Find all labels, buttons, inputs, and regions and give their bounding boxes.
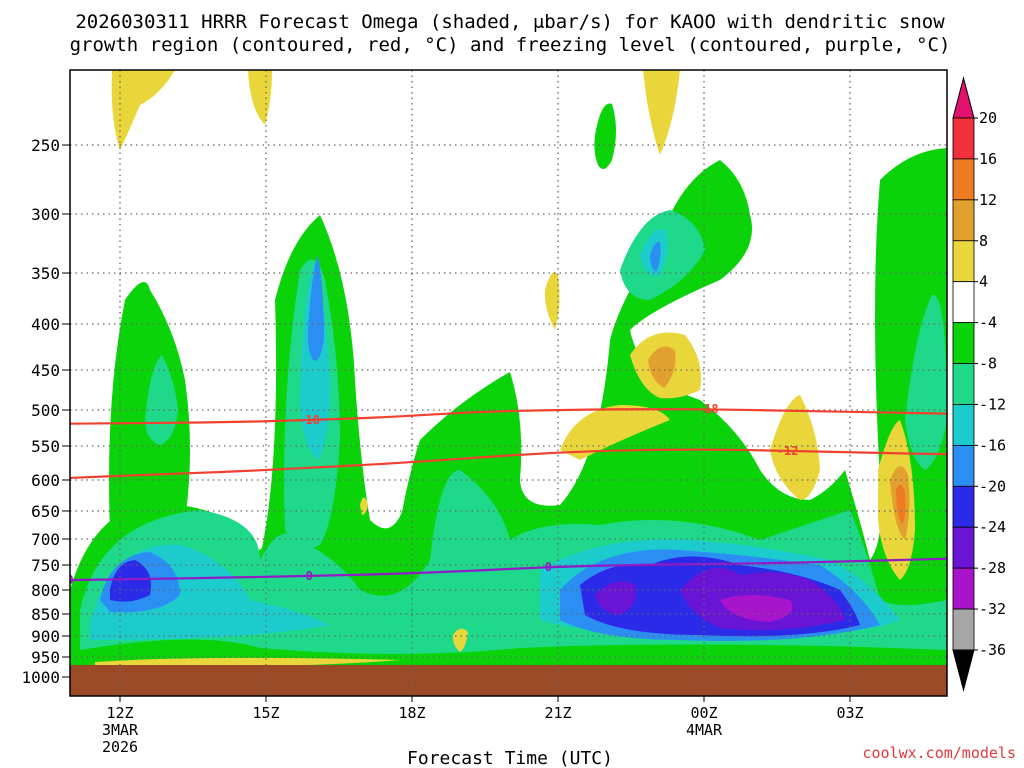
y-tick-label-400: 400 [31, 315, 60, 334]
omega-region-yellow-top-right [643, 70, 680, 155]
omega-region-yellow-tiny-2 [452, 628, 468, 652]
x-tick-sublabel-12Z: 3MAR [102, 721, 139, 739]
colorbar-top-arrow [952, 76, 975, 119]
y-tick-label-850: 850 [31, 605, 60, 624]
colorbar: 20 16 12 8 4 -4 -8 -12 -16 -20 -24 -28 -32 -36 [952, 76, 1006, 692]
colorbar-label-13: -36 [979, 641, 1006, 659]
colorbar-label-1: 16 [979, 150, 997, 168]
colorbar-band-1 [952, 158, 975, 201]
colorbar-bottom-arrow [952, 649, 975, 692]
chart-title-line-2: growth region (contoured, red, °C) and f… [70, 34, 951, 56]
y-tick-label-700: 700 [31, 530, 60, 549]
omega-region-yellow-top-left [111, 70, 175, 150]
x-tick-label-00Z: 00Z [690, 704, 717, 722]
terrain-fill [70, 665, 947, 696]
omega-region-orange-1 [648, 346, 676, 388]
omega-region-magenta [720, 595, 793, 622]
y-tick-label-1000: 1000 [21, 668, 60, 687]
dsg-contour--18-label-1: -18 [697, 402, 719, 416]
contour-layer: -18 -18 -12 0 0 0 [66, 402, 947, 587]
omega-shading [70, 70, 947, 696]
y-tick-label-550: 550 [31, 437, 60, 456]
y-tick-label-300: 300 [31, 205, 60, 224]
colorbar-band-4 [952, 281, 975, 324]
colorbar-band-3 [952, 240, 975, 283]
freezing-level-contour [70, 557, 947, 582]
dsg-contour--18 [70, 408, 947, 425]
credit-text: coolwx.com/models [862, 744, 1016, 762]
x-tick-label-18Z: 18Z [398, 704, 425, 722]
omega-region-blue-upper-right [650, 241, 661, 272]
y-tick-label-250: 250 [31, 136, 60, 155]
colorbar-label-5: -4 [979, 314, 997, 332]
dsg-contour--12 [70, 448, 947, 480]
colorbar-label-10: -24 [979, 518, 1006, 536]
colorbar-band-12 [952, 608, 975, 651]
plot-frame [69, 69, 948, 697]
colorbar-label-2: 12 [979, 191, 997, 209]
dsg-contour--12-label-0: -12 [777, 444, 799, 458]
colorbar-band-9 [952, 485, 975, 528]
x-tick-label-15Z: 15Z [252, 704, 279, 722]
x-tick-sublabel-00Z: 4MAR [686, 721, 723, 739]
x-tick-label-12Z: 12Z [106, 704, 133, 722]
colorbar-band-5 [952, 322, 975, 364]
colorbar-label-8: -16 [979, 436, 1006, 454]
y-tick-label-800: 800 [31, 581, 60, 600]
colorbar-label-4: 4 [979, 273, 988, 291]
dsg-contour--18-label-0: -18 [298, 413, 320, 427]
y-tick-label-900: 900 [31, 627, 60, 646]
y-tick-label-750: 750 [31, 556, 60, 575]
colorbar-label-6: -8 [979, 355, 997, 373]
colorbar-band-2 [952, 199, 975, 242]
colorbar-band-8 [952, 444, 975, 487]
colorbar-label-9: -20 [979, 477, 1006, 495]
omega-region-yellow-small [544, 272, 560, 330]
y-axis-ticks: 250 300 350 400 450 500 550 600 650 700 750 800 850 9… [21, 136, 70, 687]
colorbar-label-11: -28 [979, 559, 1006, 577]
colorbar-band-7 [952, 404, 975, 446]
omega-region-teal-far-right [905, 294, 947, 470]
colorbar-band-0 [952, 117, 975, 160]
omega-region-yellow-top-mid [248, 70, 272, 125]
x-axis-label: Forecast Time (UTC) [407, 748, 613, 768]
omega-region-dark-blue-left [110, 560, 151, 602]
colorbar-band-11 [952, 567, 975, 610]
colorbar-label-3: 8 [979, 232, 988, 250]
x-tick-year-12Z: 2026 [102, 738, 138, 756]
colorbar-band-6 [952, 363, 975, 405]
omega-region-orange-core [896, 484, 906, 525]
freezing-level-contour-label-2: 0 [545, 560, 552, 574]
omega-region-blue-center [307, 255, 324, 361]
y-tick-label-950: 950 [31, 648, 60, 667]
freezing-level-contour-label-1: 0 [306, 569, 313, 583]
colorbar-label-12: -32 [979, 600, 1006, 618]
y-tick-label-450: 450 [31, 361, 60, 380]
omega-region-yellow-right [770, 395, 820, 500]
x-tick-label-21Z: 21Z [544, 704, 571, 722]
colorbar-label-0: 20 [979, 109, 997, 127]
y-tick-label-600: 600 [31, 471, 60, 490]
y-tick-label-500: 500 [31, 401, 60, 420]
y-tick-label-350: 350 [31, 264, 60, 283]
colorbar-label-7: -12 [979, 395, 1006, 413]
colorbar-band-10 [952, 526, 975, 569]
x-tick-label-03Z: 03Z [836, 704, 863, 722]
freezing-level-contour-label-0: 0 [66, 573, 73, 587]
y-tick-label-650: 650 [31, 502, 60, 521]
omega-region-weak-ascent-top [594, 103, 616, 169]
chart-title-line-1: 2026030311 HRRR Forecast Omega (shaded, … [75, 11, 945, 33]
